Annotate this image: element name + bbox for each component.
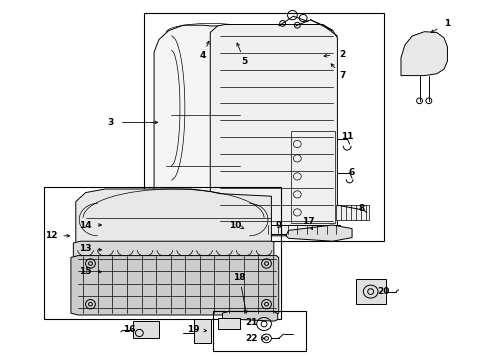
Bar <box>212 311 305 351</box>
Text: 15: 15 <box>79 267 92 276</box>
Text: 12: 12 <box>45 231 58 240</box>
Text: 8: 8 <box>358 204 364 213</box>
Text: 4: 4 <box>199 51 206 60</box>
Text: 10: 10 <box>228 220 241 230</box>
Polygon shape <box>222 311 277 321</box>
Text: 17: 17 <box>301 217 314 226</box>
Polygon shape <box>73 241 273 260</box>
Polygon shape <box>76 189 271 247</box>
Text: 19: 19 <box>186 325 199 334</box>
Text: 6: 6 <box>348 168 354 177</box>
Polygon shape <box>154 25 259 236</box>
Text: 20: 20 <box>377 287 389 296</box>
Text: 16: 16 <box>123 325 136 334</box>
Text: 5: 5 <box>241 57 247 66</box>
Text: 2: 2 <box>339 50 345 59</box>
Text: 18: 18 <box>233 273 245 282</box>
Bar <box>217 318 239 329</box>
Text: 13: 13 <box>79 244 92 253</box>
Bar <box>264 225 339 234</box>
Bar <box>193 319 211 343</box>
Bar <box>290 131 334 223</box>
Text: 9: 9 <box>275 220 282 230</box>
Bar <box>44 187 281 319</box>
Text: 14: 14 <box>79 220 92 230</box>
Bar <box>144 13 383 241</box>
Polygon shape <box>285 225 351 241</box>
Text: 7: 7 <box>338 71 345 80</box>
Polygon shape <box>400 32 447 76</box>
Bar <box>355 279 386 304</box>
Text: 1: 1 <box>444 19 449 28</box>
Text: 3: 3 <box>107 118 113 127</box>
Text: 21: 21 <box>245 318 258 327</box>
Polygon shape <box>71 256 278 315</box>
Bar <box>133 321 159 338</box>
Bar <box>336 205 368 220</box>
Polygon shape <box>210 24 337 236</box>
Text: 11: 11 <box>340 132 353 141</box>
Text: 22: 22 <box>245 334 258 343</box>
